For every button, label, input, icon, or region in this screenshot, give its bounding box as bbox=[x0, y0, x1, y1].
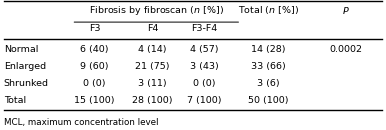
Text: 3 (11): 3 (11) bbox=[138, 79, 167, 88]
Text: 0 (0): 0 (0) bbox=[193, 79, 216, 88]
Text: $P$: $P$ bbox=[342, 5, 349, 16]
Text: 33 (66): 33 (66) bbox=[251, 62, 286, 71]
Text: 3 (6): 3 (6) bbox=[257, 79, 279, 88]
Text: 4 (57): 4 (57) bbox=[190, 45, 219, 54]
Text: Shrunked: Shrunked bbox=[4, 79, 49, 88]
Text: F4: F4 bbox=[147, 24, 158, 33]
Text: Total ($n$ [%]): Total ($n$ [%]) bbox=[238, 4, 299, 16]
Text: 21 (75): 21 (75) bbox=[135, 62, 170, 71]
Text: Normal: Normal bbox=[4, 45, 38, 54]
Text: 28 (100): 28 (100) bbox=[132, 96, 173, 105]
Text: 9 (60): 9 (60) bbox=[80, 62, 109, 71]
Text: MCL, maximum concentration level: MCL, maximum concentration level bbox=[4, 118, 158, 127]
Text: F3-F4: F3-F4 bbox=[191, 24, 218, 33]
Text: F3: F3 bbox=[89, 24, 100, 33]
Text: 0.0002: 0.0002 bbox=[329, 45, 362, 54]
Text: 15 (100): 15 (100) bbox=[74, 96, 115, 105]
Text: Fibrosis by fibroscan ($n$ [%]): Fibrosis by fibroscan ($n$ [%]) bbox=[89, 4, 224, 17]
Text: 3 (43): 3 (43) bbox=[190, 62, 219, 71]
Text: 50 (100): 50 (100) bbox=[248, 96, 288, 105]
Text: Total: Total bbox=[4, 96, 26, 105]
Text: 14 (28): 14 (28) bbox=[251, 45, 286, 54]
Text: 7 (100): 7 (100) bbox=[187, 96, 222, 105]
Text: 6 (40): 6 (40) bbox=[80, 45, 109, 54]
Text: 0 (0): 0 (0) bbox=[83, 79, 106, 88]
Text: Enlarged: Enlarged bbox=[4, 62, 46, 71]
Text: 4 (14): 4 (14) bbox=[138, 45, 167, 54]
